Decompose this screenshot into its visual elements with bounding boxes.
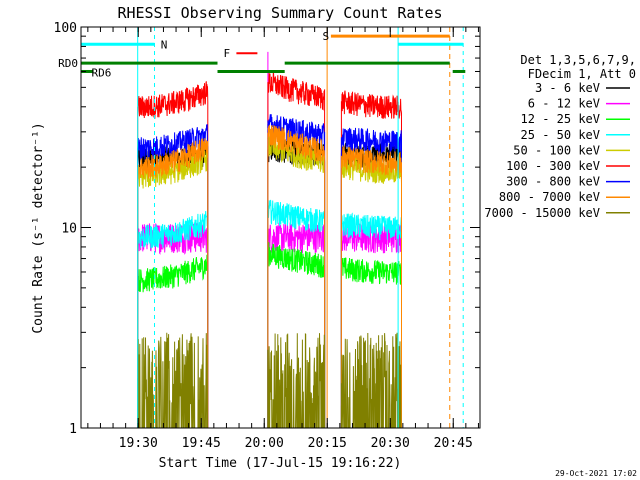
- y-axis-label: Count Rate (s⁻¹ detector⁻¹): [31, 122, 46, 333]
- legend-entry-label: 7000 - 15000 keV: [484, 206, 600, 220]
- legend-entry-label: 50 - 100 keV: [513, 143, 600, 157]
- legend-entry-label: 300 - 800 keV: [506, 175, 600, 189]
- x-tick-label: 19:30: [119, 436, 158, 451]
- flare-label: F: [223, 47, 230, 60]
- footer-timestamp: 29-Oct-2021 17:02: [555, 469, 637, 478]
- y-tick-label: 100: [54, 21, 77, 36]
- y-tick-label: 10: [61, 222, 77, 237]
- rd6-label: RD6: [92, 66, 112, 79]
- legend-title-line: FDecim 1, Att 0: [528, 67, 636, 81]
- x-tick-label: 20:15: [308, 436, 347, 451]
- axis-layer: 1 10 100 19:30 19:45 20:00 20:15 20:30 20:45: [54, 21, 480, 451]
- x-axis-label: Start Time (17-Jul-15 19:16:22): [159, 456, 402, 471]
- legend: Det 1,3,5,6,7,9,FDecim 1, Att 03 - 6 keV…: [484, 53, 636, 220]
- x-tick-label: 20:30: [371, 436, 410, 451]
- rd0-label: RD0: [58, 57, 78, 70]
- legend-entry-label: 12 - 25 keV: [521, 112, 600, 126]
- chart-title: RHESSI Observing Summary Count Rates: [117, 4, 442, 22]
- legend-entry-label: 25 - 50 keV: [521, 128, 600, 142]
- legend-entry-label: 800 - 7000 keV: [499, 190, 600, 204]
- legend-entry-label: 3 - 6 keV: [535, 81, 600, 95]
- night-label: N: [161, 38, 168, 51]
- x-tick-label: 20:00: [245, 436, 284, 451]
- y-tick-label: 1: [69, 422, 77, 437]
- x-tick-label: 19:45: [182, 436, 221, 451]
- legend-entry-label: 6 - 12 keV: [528, 97, 600, 111]
- x-tick-label: 20:45: [434, 436, 473, 451]
- legend-entry-label: 100 - 300 keV: [506, 159, 600, 173]
- legend-title-line: Det 1,3,5,6,7,9,: [520, 53, 636, 67]
- saa-label: S: [323, 30, 330, 43]
